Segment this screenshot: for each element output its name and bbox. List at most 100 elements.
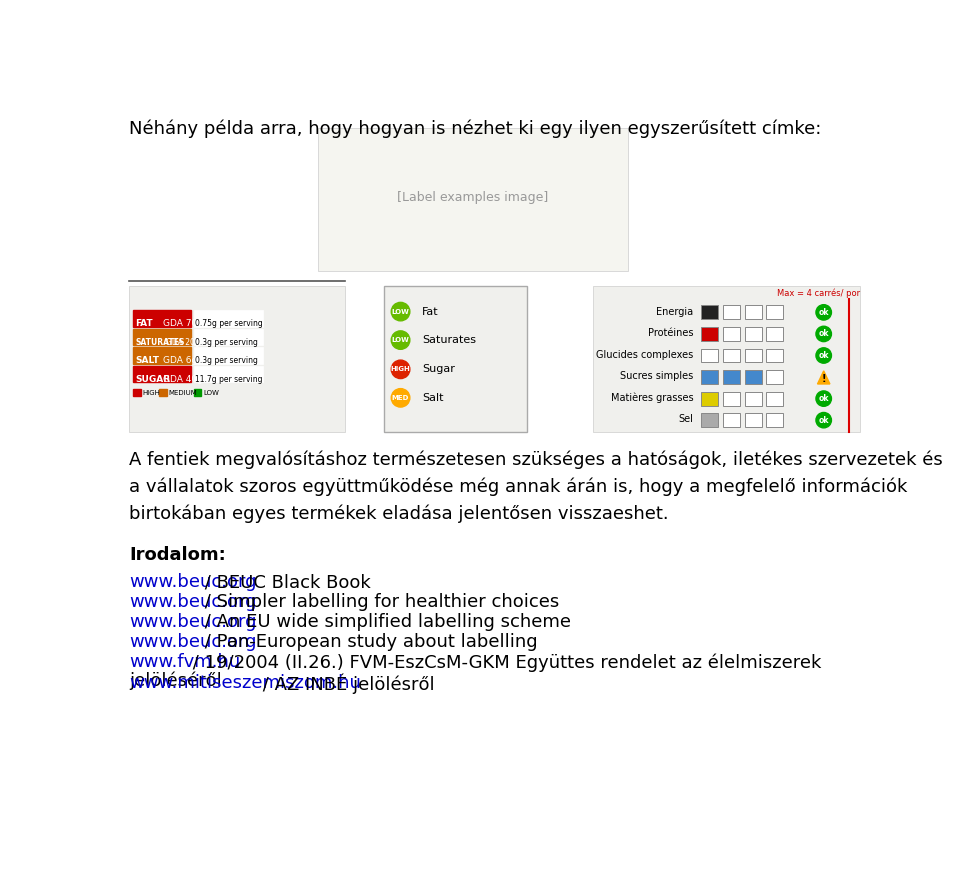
Text: Fat: Fat (422, 307, 439, 317)
Circle shape (816, 348, 831, 363)
Bar (766, 413, 783, 427)
Text: HIGH: HIGH (391, 367, 411, 373)
Bar (133, 310, 191, 327)
Bar (745, 327, 761, 341)
Text: GDA 6g: GDA 6g (162, 356, 197, 365)
Bar (723, 305, 740, 319)
Text: FAT: FAT (135, 319, 154, 328)
Circle shape (392, 303, 410, 321)
Text: / Pan-European study about labelling: / Pan-European study about labelling (199, 633, 538, 652)
Text: www.beuc.org: www.beuc.org (130, 613, 257, 631)
Text: Energia: Energia (657, 307, 693, 317)
Text: LOW: LOW (392, 337, 410, 343)
Text: jelöléséről: jelöléséről (130, 672, 222, 690)
Bar (383, 286, 527, 432)
Text: Sel: Sel (679, 415, 693, 424)
Bar (723, 370, 740, 384)
Bar (766, 327, 783, 341)
Text: / AZ INBÉ jelölésről: / AZ INBÉ jelölésről (257, 674, 435, 694)
Bar (701, 348, 718, 362)
Text: GDA 20g: GDA 20g (166, 338, 201, 346)
Bar (194, 329, 263, 346)
Bar (723, 413, 740, 427)
Bar (766, 392, 783, 405)
Text: !: ! (822, 374, 826, 384)
Bar (745, 305, 761, 319)
Circle shape (392, 389, 410, 407)
Text: www.mitiseszemiszom.hu: www.mitiseszemiszom.hu (130, 674, 361, 691)
Bar (133, 347, 191, 364)
Circle shape (392, 331, 410, 349)
Text: / Simpler labelling for healthier choices: / Simpler labelling for healthier choice… (199, 594, 560, 611)
Text: www.fvm.hu: www.fvm.hu (130, 653, 241, 672)
Circle shape (816, 391, 831, 406)
Text: Saturates: Saturates (422, 335, 476, 345)
Bar (766, 305, 783, 319)
FancyBboxPatch shape (130, 286, 345, 432)
FancyBboxPatch shape (592, 286, 860, 432)
Bar (194, 347, 263, 364)
Text: GDA 70g: GDA 70g (162, 319, 203, 328)
Text: Protéines: Protéines (648, 328, 693, 339)
Text: SATURATES: SATURATES (135, 338, 185, 346)
Text: / An EU wide simplified labelling scheme: / An EU wide simplified labelling scheme (199, 613, 571, 631)
Bar (745, 348, 761, 362)
Text: www.beuc.org: www.beuc.org (130, 633, 257, 652)
Text: Max = 4 carrés/ por: Max = 4 carrés/ por (777, 289, 860, 298)
Text: Sucres simples: Sucres simples (620, 371, 693, 381)
Circle shape (816, 304, 831, 320)
Text: HIGH: HIGH (142, 390, 160, 396)
Bar (701, 392, 718, 405)
Bar (701, 413, 718, 427)
Bar (133, 329, 191, 346)
Bar (766, 348, 783, 362)
Text: 0.3g per serving: 0.3g per serving (195, 338, 258, 346)
FancyBboxPatch shape (318, 128, 628, 271)
Polygon shape (818, 371, 829, 384)
Text: ok: ok (819, 308, 828, 317)
Bar (194, 366, 263, 382)
Bar (701, 370, 718, 384)
Bar (766, 370, 783, 384)
Bar (745, 370, 761, 384)
Text: GDA 40g: GDA 40g (162, 374, 203, 384)
Bar (723, 348, 740, 362)
Text: Irodalom:: Irodalom: (130, 545, 226, 564)
Bar (158, 389, 166, 396)
Text: A fentiek megvalósításhoz természetesen szükséges a hatóságok, iletékes szerveze: A fentiek megvalósításhoz természetesen … (130, 450, 943, 523)
FancyBboxPatch shape (383, 286, 527, 432)
Bar (133, 389, 141, 396)
Text: Glucides complexes: Glucides complexes (596, 350, 693, 360)
Text: ok: ok (819, 351, 828, 360)
Text: MEDIUM: MEDIUM (168, 390, 197, 396)
Bar (701, 305, 718, 319)
Text: Néhány példa arra, hogy hogyan is nézhet ki egy ilyen egyszerűsített címke:: Néhány példa arra, hogy hogyan is nézhet… (130, 119, 822, 138)
Text: SUGAR: SUGAR (135, 374, 171, 384)
Bar (745, 413, 761, 427)
Bar (194, 310, 263, 327)
Text: LOW: LOW (392, 309, 410, 315)
Bar (723, 327, 740, 341)
Text: Sugar: Sugar (422, 364, 455, 374)
Text: 0.75g per serving: 0.75g per serving (195, 319, 263, 328)
Text: Salt: Salt (422, 393, 444, 403)
Text: SALT: SALT (135, 356, 159, 365)
Text: 11.7g per serving: 11.7g per serving (195, 374, 263, 384)
Bar (723, 392, 740, 405)
Text: / BEUC Black Book: / BEUC Black Book (199, 574, 371, 591)
Text: ok: ok (819, 394, 828, 403)
Text: Matières grasses: Matières grasses (611, 393, 693, 403)
Text: www.beuc.org: www.beuc.org (130, 574, 257, 591)
Bar (133, 366, 191, 382)
Text: ok: ok (819, 416, 828, 424)
Text: / 19/2004 (II.26.) FVM-EszCsM-GKM Együttes rendelet az élelmiszerek: / 19/2004 (II.26.) FVM-EszCsM-GKM Együtt… (187, 653, 822, 672)
Circle shape (816, 326, 831, 342)
Text: [Label examples image]: [Label examples image] (397, 191, 548, 204)
Circle shape (392, 360, 410, 379)
Bar (701, 327, 718, 341)
Bar (745, 392, 761, 405)
Text: 0.3g per serving: 0.3g per serving (195, 356, 258, 365)
Circle shape (816, 412, 831, 428)
Text: ok: ok (819, 330, 828, 339)
Text: MED: MED (392, 395, 409, 401)
